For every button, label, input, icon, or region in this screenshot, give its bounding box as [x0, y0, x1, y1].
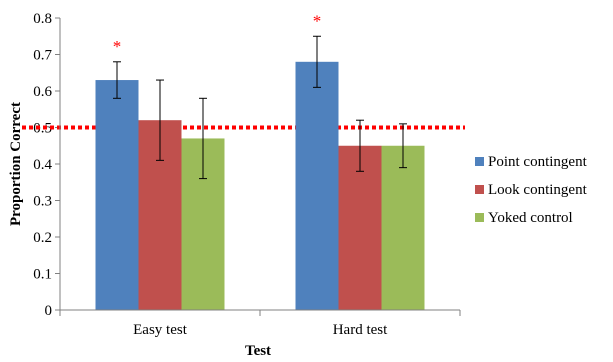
- x-category-label: Hard test: [333, 322, 388, 338]
- legend-swatch: [475, 213, 484, 222]
- bar-point-contingent-hard-test: [295, 61, 339, 310]
- x-axis-ticks: Easy test Hard test: [59, 310, 461, 338]
- significance-markers: **: [113, 11, 322, 56]
- significance-star: *: [113, 37, 122, 56]
- legend-swatch: [475, 157, 484, 166]
- legend-item: Look contingent: [475, 182, 588, 198]
- error-bar: [156, 79, 164, 161]
- significance-star: *: [313, 11, 322, 30]
- legend-label: Point contingent: [488, 154, 588, 170]
- y-tick-label: 0.8: [33, 11, 52, 27]
- error-bar: [313, 35, 321, 88]
- y-axis-ticks: 0 0.1 0.2 0.3 0.4 0.5 0.6 0.7 0.8: [33, 11, 60, 319]
- legend-item: Yoked control: [475, 210, 573, 226]
- x-axis-title: Test: [245, 343, 271, 359]
- bar-point-contingent-easy-test: [95, 80, 139, 310]
- legend-item: Point contingent: [475, 154, 588, 170]
- error-bar: [356, 119, 364, 172]
- legend-swatch: [475, 185, 484, 194]
- y-tick-label: 0.3: [33, 194, 52, 210]
- y-tick-label: 0: [45, 303, 53, 319]
- error-bar: [199, 97, 207, 180]
- legend: Point contingent Look contingent Yoked con…: [475, 154, 588, 226]
- error-bar: [113, 61, 121, 99]
- legend-label: Look contingent: [488, 182, 588, 198]
- y-tick-label: 0.7: [33, 48, 52, 64]
- bar-look-contingent-hard-test: [338, 145, 382, 310]
- legend-label: Yoked control: [488, 210, 573, 226]
- bars: [95, 61, 425, 310]
- error-bar: [399, 123, 407, 169]
- y-axis-title: Proportion Correct: [8, 102, 24, 226]
- y-tick-label: 0.6: [33, 84, 52, 100]
- y-tick-label: 0.1: [33, 267, 52, 283]
- bar-yoked-control-hard-test: [381, 145, 425, 310]
- x-category-label: Easy test: [133, 322, 188, 338]
- y-tick-label: 0.5: [33, 121, 52, 137]
- y-tick-label: 0.4: [33, 157, 52, 173]
- y-tick-label: 0.2: [33, 230, 52, 246]
- error-bars: [113, 35, 407, 180]
